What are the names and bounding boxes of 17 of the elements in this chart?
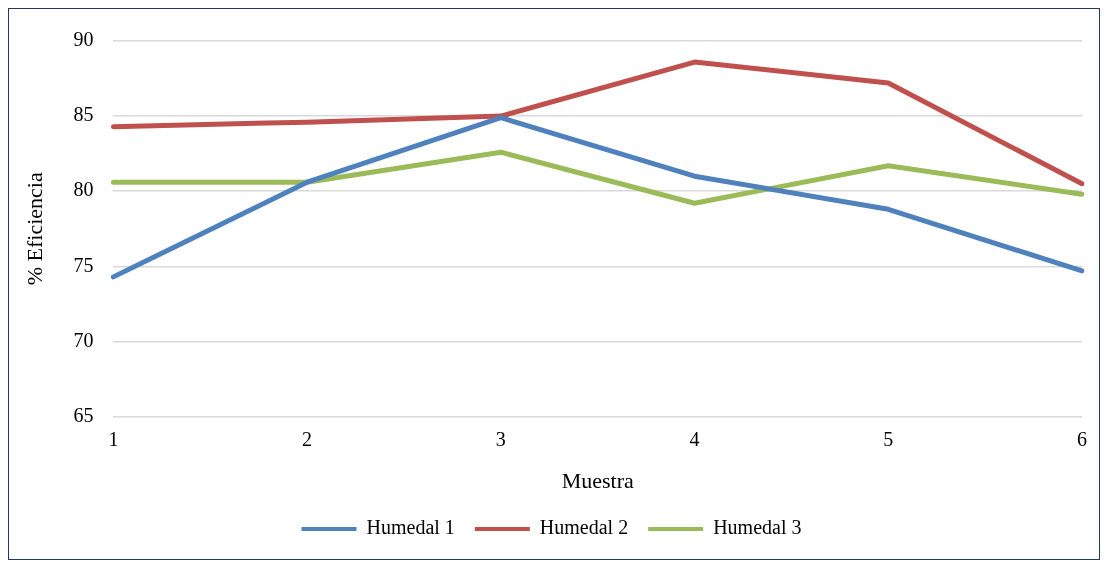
y-tick-label: 65 bbox=[73, 403, 94, 426]
y-tick-label: 80 bbox=[73, 178, 94, 201]
y-tick-label: 75 bbox=[73, 253, 94, 276]
legend-label: Humedal 2 bbox=[539, 516, 629, 539]
x-tick-label: 3 bbox=[495, 427, 506, 450]
y-axis-title: % Eficiencia bbox=[21, 172, 47, 286]
y-tick-label: 70 bbox=[73, 328, 94, 351]
x-axis-title: Muestra bbox=[561, 467, 634, 493]
x-tick-label: 6 bbox=[1077, 427, 1087, 450]
legend-label: Humedal 1 bbox=[366, 516, 455, 539]
y-tick-label: 85 bbox=[73, 103, 94, 126]
y-tick-label: 90 bbox=[73, 28, 94, 51]
x-tick-label: 2 bbox=[302, 427, 313, 450]
x-tick-label: 4 bbox=[689, 427, 700, 450]
legend-label: Humedal 3 bbox=[713, 516, 802, 539]
x-tick-label: 1 bbox=[108, 427, 119, 450]
x-tick-label: 5 bbox=[883, 427, 894, 450]
